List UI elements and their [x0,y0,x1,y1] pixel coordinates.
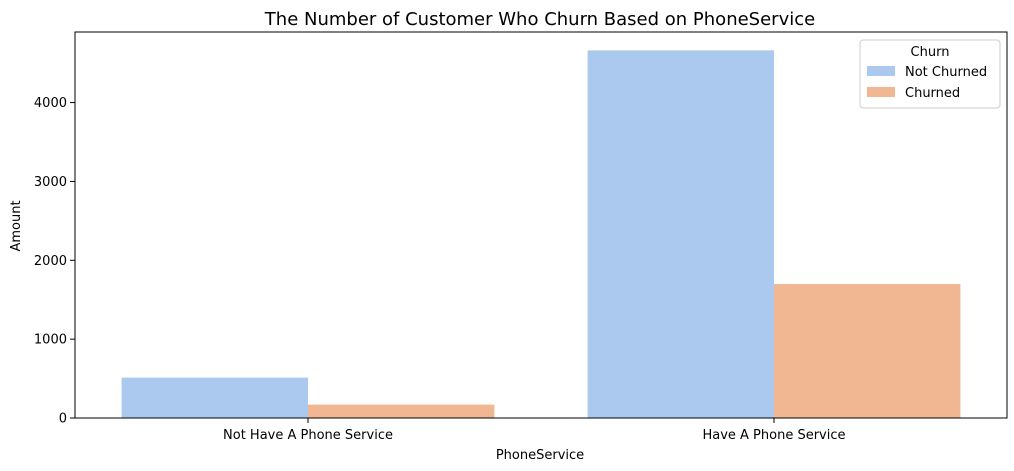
legend-label-not-churned: Not Churned [905,65,987,80]
x-axis: Not Have A Phone Service Have A Phone Ser… [223,418,846,443]
bars-group [121,50,961,418]
y-tick-label: 2000 [34,254,67,269]
legend-label-churned: Churned [905,86,960,101]
y-tick-label: 3000 [34,175,67,190]
x-axis-label: PhoneService [496,448,584,463]
y-axis: 0 1000 2000 3000 4000 [34,96,75,427]
legend-title: Churn [911,45,950,60]
bar-churned-0 [308,404,495,418]
bar-not-churned-0 [121,377,308,418]
x-tick-label: Not Have A Phone Service [223,428,393,443]
x-tick-label: Have A Phone Service [702,428,845,443]
y-tick-label: 0 [59,412,67,427]
plot-frame [74,31,1008,419]
y-tick-label: 1000 [34,333,67,348]
legend-swatch-churned [867,87,895,97]
y-axis-label: Amount [9,200,24,251]
legend: Churn Not Churned Churned [859,39,1001,109]
chart-title: The Number of Customer Who Churn Based o… [264,9,815,30]
y-tick-label: 4000 [34,96,67,111]
legend-swatch-not-churned [867,66,895,76]
bar-churned-1 [774,284,961,418]
bar-not-churned-1 [587,50,774,418]
